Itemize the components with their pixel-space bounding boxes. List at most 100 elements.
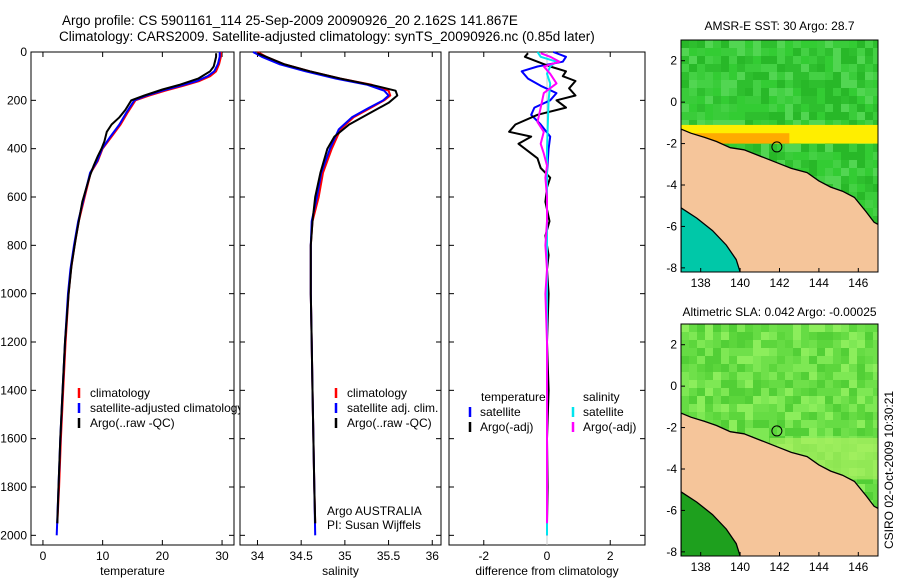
map_sst-cell (873, 176, 878, 184)
map_sst-ytick-label: -6 (666, 219, 677, 233)
temperature-ytick-label: 2000 (0, 528, 27, 542)
map_sla-cell (729, 412, 737, 420)
map_sst-cell (833, 168, 841, 176)
map_sla-cell (689, 388, 697, 396)
map_sla-cell (785, 388, 793, 396)
map_sst-cell (849, 176, 857, 184)
temperature-ytick-label: 600 (7, 190, 27, 204)
map_sla-cell (705, 348, 713, 356)
map_sst-cell (769, 48, 777, 56)
map_sla-cell (745, 420, 753, 428)
map_sla-cell (721, 404, 729, 412)
map_sla-cell (729, 340, 737, 348)
map_sla-cell (865, 340, 873, 348)
map_sst-cell (857, 96, 865, 104)
map_sla-cell (865, 332, 873, 340)
map_sla-cell (705, 324, 713, 332)
map_sla-cell (721, 324, 729, 332)
map_sst-cell (697, 64, 705, 72)
map_sla-cell (761, 436, 769, 444)
map_sst-cell (697, 120, 705, 128)
map_sst-cell (721, 112, 729, 120)
map_sst-cell (841, 40, 849, 48)
map_sla-cell (761, 340, 769, 348)
map_sst-cell (825, 176, 833, 184)
difference-xlabel: difference from climatology (475, 564, 618, 578)
map_sst-cell (729, 40, 737, 48)
map_sst-cell (697, 112, 705, 120)
map_sla-cell (865, 324, 873, 332)
map_sla-cell (729, 324, 737, 332)
map_sla-cell (681, 332, 689, 340)
map_sst-cell (809, 120, 817, 128)
map_sla-cell (817, 388, 825, 396)
map_sst-cell (689, 88, 697, 96)
map_sst-cell (697, 40, 705, 48)
map_sst-cell (849, 168, 857, 176)
map_sst-cell (689, 104, 697, 112)
map_sla-cell (841, 428, 849, 436)
map_sst-cell (737, 96, 745, 104)
map_sla-cell (809, 340, 817, 348)
map_sst-cell (681, 72, 689, 80)
map_sst-cell (857, 160, 865, 168)
map_sla-cell (785, 412, 793, 420)
map_sla-land (681, 412, 878, 556)
map_sst-cell (777, 72, 785, 80)
map_sst-cell (761, 80, 769, 88)
map_sst-cell (753, 88, 761, 96)
map_sla-cell (697, 396, 705, 404)
map_sst-cell (865, 88, 873, 96)
map_sla-cell (729, 364, 737, 372)
map_sla-cell (841, 348, 849, 356)
map_sst-cell (793, 64, 801, 72)
map_sst-cell (713, 96, 721, 104)
map_sla-cell (705, 364, 713, 372)
salinity-xtick-label: 36 (426, 549, 440, 563)
map_sla-ytick-label: -8 (666, 545, 677, 559)
map_sst-cell (769, 144, 777, 152)
map_sla-cell (873, 332, 878, 340)
map_sst-cell (825, 88, 833, 96)
map_sla-cell (809, 324, 817, 332)
map_sla-cell (833, 428, 841, 436)
map_sla-cell (713, 364, 721, 372)
map_sst-cell (689, 96, 697, 104)
map_sst-cell (785, 80, 793, 88)
map_sst-cell (777, 144, 785, 152)
map_sst-cell (817, 176, 825, 184)
salinity-legend-label: climatology (347, 386, 407, 400)
map_sla-cell (753, 356, 761, 364)
map_sla-cell (753, 348, 761, 356)
difference-xtick-label: 2 (607, 549, 614, 563)
map_sla-cell (841, 404, 849, 412)
map_sst-ytick-label: 0 (670, 95, 677, 109)
map_sla-cell (793, 324, 801, 332)
map_sla-cell (729, 348, 737, 356)
map_sla-cell (825, 324, 833, 332)
map_sla-cell (857, 404, 865, 412)
map_sla-cell (865, 428, 873, 436)
map_sst-cell (873, 56, 878, 64)
map_sla-cell (841, 396, 849, 404)
map_sst-cell (713, 120, 721, 128)
map_sla-cell (737, 428, 745, 436)
map_sla-cell (833, 420, 841, 428)
map_sla-cell (833, 332, 841, 340)
map_sst-cell (865, 144, 873, 152)
map_sst-cell (705, 96, 713, 104)
map_sst-cell (825, 160, 833, 168)
map_sst-cell (833, 112, 841, 120)
map_sst-cell (737, 40, 745, 48)
map_sla-cell (817, 412, 825, 420)
map_sst-cell (777, 104, 785, 112)
map_sla-cell (873, 348, 878, 356)
map_sst-cell (681, 40, 689, 48)
map_sla-xtick-label: 144 (809, 560, 829, 574)
map_sst-cell (689, 64, 697, 72)
map_sst-cell (721, 64, 729, 72)
map_sla-cell (681, 388, 689, 396)
temperature-ytick-label: 1000 (0, 287, 27, 301)
map_sla-cell (761, 356, 769, 364)
